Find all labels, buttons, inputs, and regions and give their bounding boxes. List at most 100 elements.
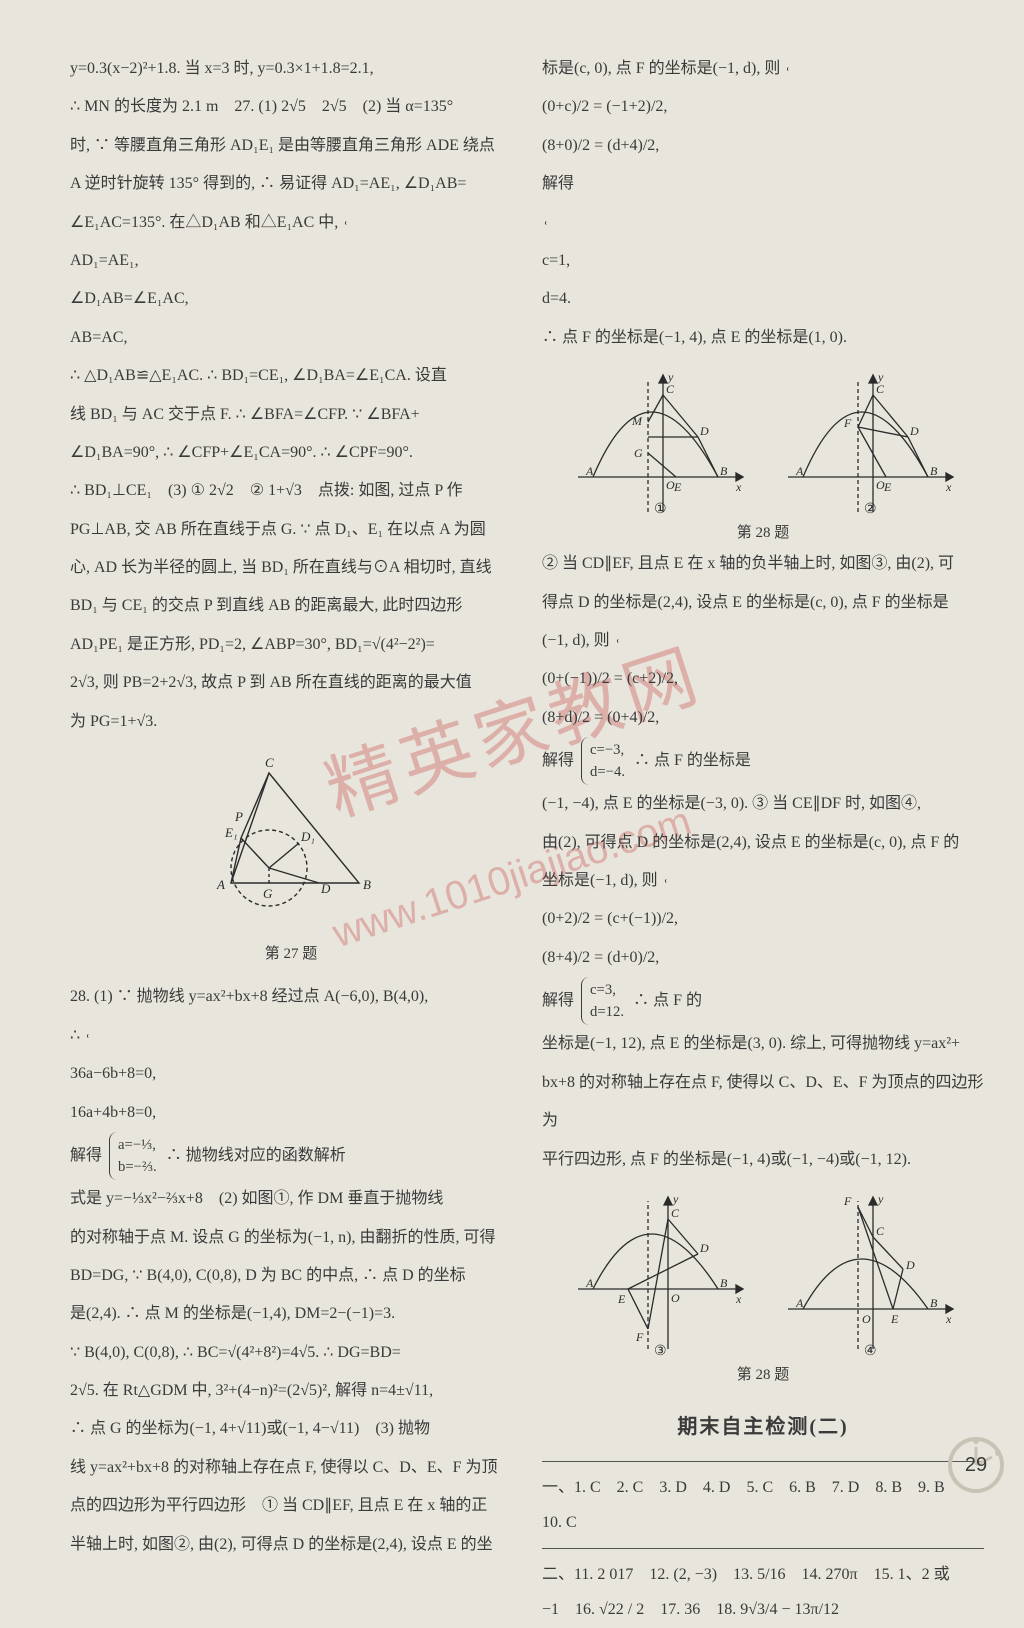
- text-line: AD₁PE₁ 是正方形, PD₁=2, ∠ABP=30°, BD₁=√(4²−2…: [70, 626, 512, 664]
- brace-row: (0+(−1))/2 = (c+2)/2,: [542, 660, 984, 698]
- svg-text:E: E: [673, 480, 682, 494]
- figure-28-panel-3: x y O A B C D E F ③: [568, 1189, 748, 1359]
- svg-text:x: x: [735, 480, 742, 494]
- figure-27-caption: 第 27 题: [70, 942, 512, 966]
- svg-text:x: x: [945, 1312, 952, 1326]
- divider: [542, 1548, 984, 1549]
- text-span: ∴ 抛物线对应的函数解析: [166, 1147, 346, 1164]
- answers-line: 10. C: [542, 1505, 984, 1540]
- text-span: ∴: [70, 1027, 84, 1044]
- svg-text:M: M: [631, 414, 643, 428]
- label-P: P: [234, 809, 243, 824]
- svg-text:B: B: [720, 1276, 728, 1290]
- text-line: ∠E₁AC=135°. 在△D₁AB 和△E₁AC 中,: [70, 204, 512, 242]
- page-number-badge: 29: [946, 1435, 1006, 1495]
- svg-text:D: D: [909, 424, 919, 438]
- label-A: A: [216, 877, 225, 892]
- svg-text:F: F: [843, 416, 852, 430]
- text-line: 坐标是(−1, d), 则: [542, 862, 984, 900]
- svg-text:O: O: [671, 1291, 680, 1305]
- text-line: ② 当 CD∥EF, 且点 E 在 x 轴的负半轴上时, 如图③, 由(2), …: [542, 545, 984, 583]
- brace-row: 16a+4b+8=0,: [70, 1094, 512, 1132]
- answers-block-1: 一、1. C 2. C 3. D 4. D 5. C 6. B 7. D 8. …: [542, 1470, 984, 1540]
- text-line: (−1, d), 则: [542, 622, 984, 660]
- text-line: 的对称轴于点 M. 设点 G 的坐标为(−1, n), 由翻折的性质, 可得: [70, 1219, 512, 1257]
- brace-row: d=12.: [590, 1001, 624, 1023]
- text-line: 半轴上时, 如图②, 由(2), 可得点 D 的坐标是(2,4), 设点 E 的…: [70, 1526, 512, 1564]
- svg-text:D: D: [699, 1241, 709, 1255]
- brace-row: 36a−6b+8=0,: [70, 1055, 512, 1093]
- text-line: ∴: [70, 1017, 512, 1055]
- svg-text:D: D: [699, 424, 709, 438]
- text-line: 线 BD₁ 与 AC 交于点 F. ∴ ∠BFA=∠CFP. ∵ ∠BFA+: [70, 396, 512, 434]
- text-span: 解得: [542, 175, 574, 192]
- figure-28-caption-a: 第 28 题: [542, 521, 984, 545]
- text-line: 式是 y=−⅓x²−⅔x+8 (2) 如图①, 作 DM 垂直于抛物线: [70, 1180, 512, 1218]
- svg-text:C: C: [876, 382, 885, 396]
- text-line: ∴ MN 的长度为 2.1 m 27. (1) 2√5 2√5 (2) 当 α=…: [70, 88, 512, 126]
- text-line: 线 y=ax²+bx+8 的对称轴上存在点 F, 使得以 C、D、E、F 为顶: [70, 1449, 512, 1487]
- figure-28-caption-b: 第 28 题: [542, 1363, 984, 1387]
- text-line: ∠D₁BA=90°, ∴ ∠CFP+∠E₁CA=90°. ∴ ∠CPF=90°.: [70, 434, 512, 472]
- panel-label-3: ③: [654, 1344, 667, 1359]
- answers-line: 二、11. 2 017 12. (2, −3) 13. 5/16 14. 270…: [542, 1557, 984, 1592]
- text-line: (−1, −4), 点 E 的坐标是(−3, 0). ③ 当 CE∥DF 时, …: [542, 785, 984, 823]
- answers-line: −1 16. √22 / 2 17. 36 18. 9√3/4 − 13π/12: [542, 1592, 984, 1627]
- figure-27: C B A G D D₁ E₁ P 第 27 题: [70, 753, 512, 966]
- panel-label-1: ①: [654, 502, 667, 517]
- svg-text:E: E: [883, 480, 892, 494]
- svg-text:y: y: [672, 1192, 679, 1206]
- text-line: BD=DG, ∵ B(4,0), C(0,8), D 为 BC 的中点, ∴ 点…: [70, 1257, 512, 1295]
- svg-text:C: C: [666, 382, 675, 396]
- text-line: 得点 D 的坐标是(2,4), 设点 E 的坐标是(c, 0), 点 F 的坐标…: [542, 584, 984, 622]
- page-container: y=0.3(x−2)²+1.8. 当 x=3 时, y=0.3×1+1.8=2.…: [70, 50, 984, 1473]
- svg-text:x: x: [735, 1292, 742, 1306]
- brace-row: AD₁=AE₁,: [70, 242, 512, 280]
- svg-text:G: G: [634, 446, 643, 460]
- panel-label-4: ④: [864, 1344, 877, 1359]
- figure-27-svg: C B A G D D₁ E₁ P: [191, 753, 391, 923]
- label-D1: D₁: [300, 829, 315, 844]
- text-span: 解得: [542, 752, 578, 769]
- brace-system: a=−⅓, b=−⅔.: [109, 1132, 159, 1180]
- text-span: 解得: [70, 1147, 106, 1164]
- brace-system: [787, 67, 798, 71]
- left-column: y=0.3(x−2)²+1.8. 当 x=3 时, y=0.3×1+1.8=2.…: [70, 50, 512, 1473]
- text-line: PG⊥AB, 交 AB 所在直线于点 G. ∵ 点 D₁、E₁ 在以点 A 为圆: [70, 511, 512, 549]
- label-C: C: [265, 755, 274, 770]
- label-D: D: [320, 881, 331, 896]
- divider: [542, 1461, 984, 1462]
- brace-row: ∠D₁AB=∠E₁AC,: [70, 280, 512, 318]
- label-B: B: [363, 877, 371, 892]
- brace-row: c=−3,: [590, 739, 625, 761]
- answers-block-2: 二、11. 2 017 12. (2, −3) 13. 5/16 14. 270…: [542, 1557, 984, 1627]
- svg-text:D: D: [905, 1258, 915, 1272]
- svg-text:B: B: [930, 1296, 938, 1310]
- brace-row: b=−⅔.: [118, 1156, 157, 1178]
- text-span: 解得: [542, 992, 578, 1009]
- text-line: 是(2,4). ∴ 点 M 的坐标是(−1,4), DM=2−(−1)=3.: [70, 1295, 512, 1333]
- brace-system: [345, 221, 356, 225]
- svg-text:x: x: [945, 480, 952, 494]
- brace-system: [545, 221, 556, 225]
- text-span: ∴ 点 F 的坐标是: [634, 752, 751, 769]
- svg-text:B: B: [720, 464, 728, 478]
- text-line: 28. (1) ∵ 抛物线 y=ax²+bx+8 经过点 A(−6,0), B(…: [70, 978, 512, 1016]
- figure-28-row-b: x y O A B C D E F ③: [542, 1189, 984, 1359]
- text-line: [542, 204, 984, 242]
- text-span: 坐标是(−1, d), 则: [542, 872, 658, 889]
- svg-text:A: A: [585, 464, 594, 478]
- label-G: G: [263, 886, 273, 901]
- brace-row: d=−4.: [590, 761, 625, 783]
- svg-text:E: E: [890, 1312, 899, 1326]
- brace-row: (0+c)/2 = (−1+2)/2,: [542, 88, 984, 126]
- text-span: ∴ 点 F 的坐标是(−1, 4), 点 E 的坐标是(1, 0).: [542, 329, 847, 346]
- brace-system: c=−3, d=−4.: [581, 737, 627, 785]
- text-line: 坐标是(−1, 12), 点 E 的坐标是(3, 0). 综上, 可得抛物线 y…: [542, 1025, 984, 1063]
- text-line: ∴ BD₁⊥CE₁ (3) ① 2√2 ② 1+√3 点拨: 如图, 过点 P …: [70, 472, 512, 510]
- brace-row: AB=AC,: [70, 319, 512, 357]
- figure-28-panel-4: x y O A B C D E F ④: [778, 1189, 958, 1359]
- text-line: 2√3, 则 PB=2+2√3, 故点 P 到 AB 所在直线的距离的最大值: [70, 664, 512, 702]
- text-line: 点的四边形为平行四边形 ① 当 CD∥EF, 且点 E 在 x 轴的正: [70, 1487, 512, 1525]
- section-title: 期末自主检测(二): [542, 1403, 984, 1451]
